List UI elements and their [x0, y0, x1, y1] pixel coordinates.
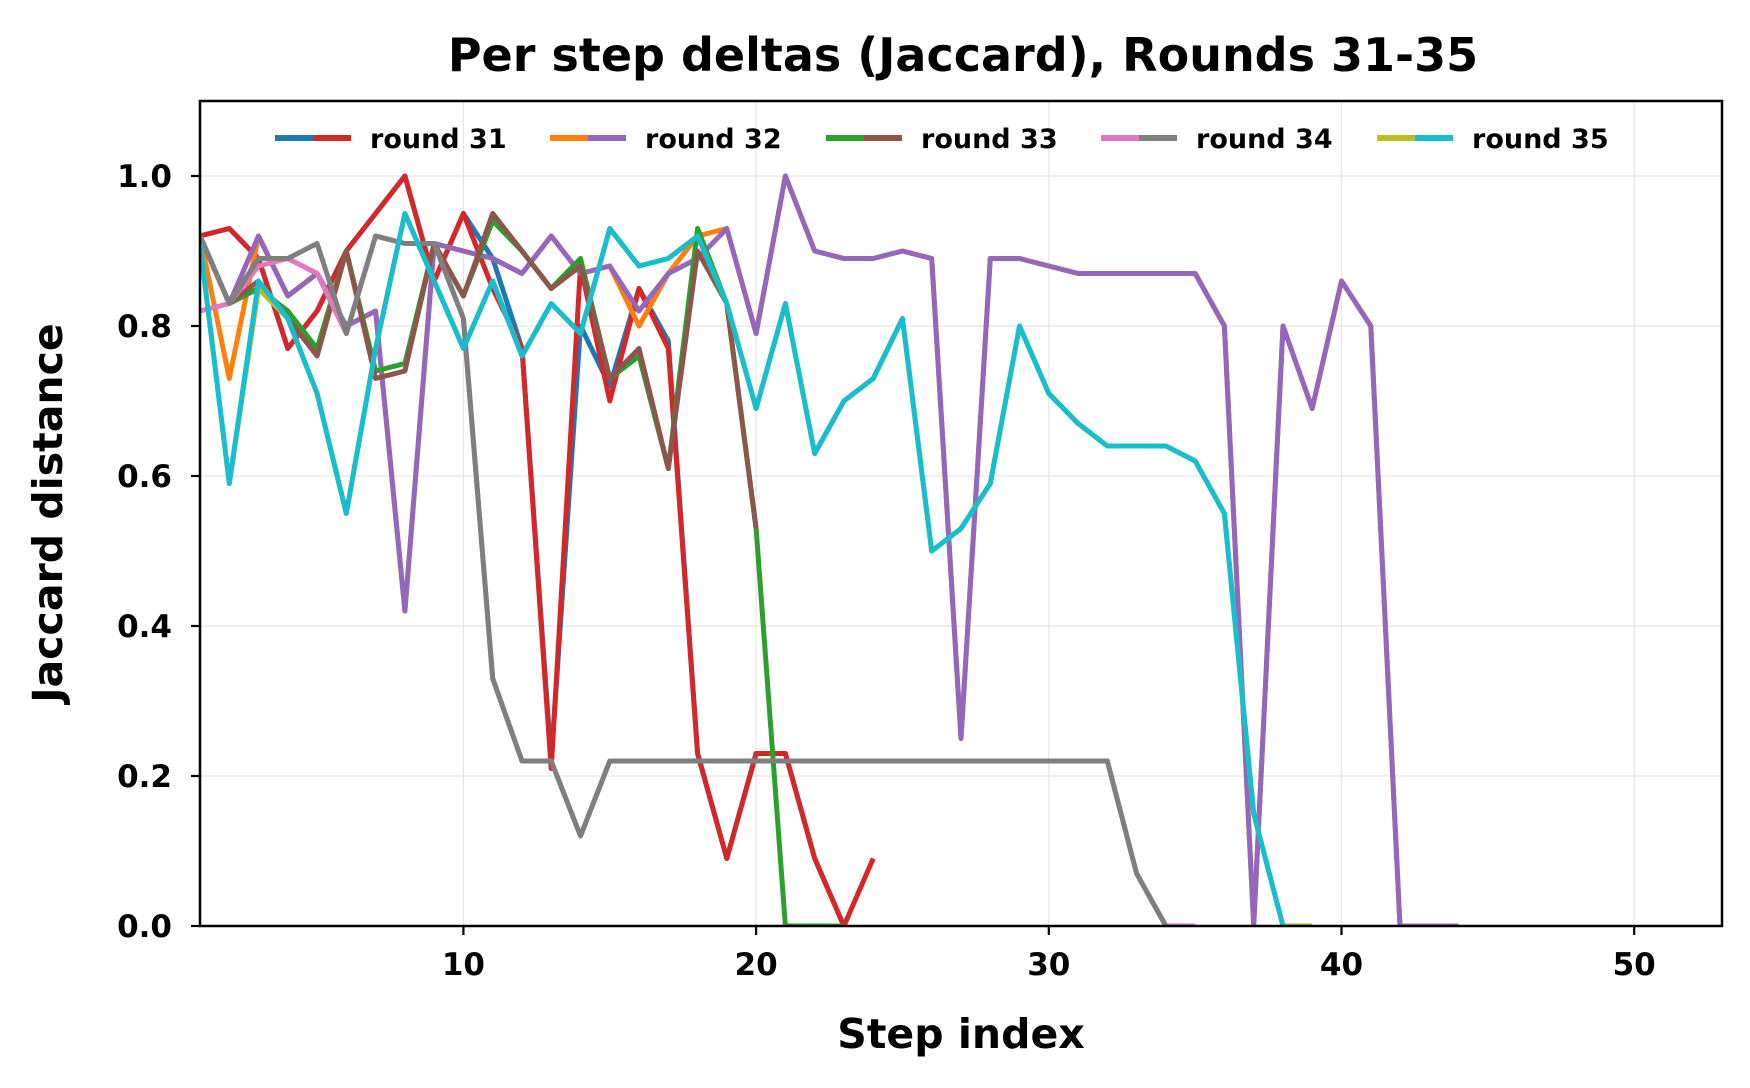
series-line-10 [200, 211, 1286, 926]
x-axis-label: Step index [837, 1010, 1084, 1058]
x-tick-label: 30 [1027, 947, 1070, 983]
legend-label: round 34 [1196, 124, 1333, 155]
plot-area [200, 101, 1722, 926]
y-tick-label: 1.0 [117, 159, 172, 195]
legend-item: round 31 [275, 124, 507, 155]
x-tick-label: 20 [735, 947, 778, 983]
legend-label: round 31 [370, 124, 507, 155]
legend: round 31 round 32 round 33 round 34 round 35 [275, 124, 1609, 155]
chart-title: Per step deltas (Jaccard), Rounds 31-35 [448, 28, 1478, 82]
x-tick-label: 10 [442, 947, 485, 983]
legend-label: round 32 [645, 124, 782, 155]
y-tick-label: 0.2 [117, 759, 172, 795]
y-tick-label: 0.8 [117, 309, 172, 345]
legend-item: round 32 [550, 124, 782, 155]
x-tick-label: 40 [1320, 947, 1363, 983]
grid [200, 101, 1722, 927]
x-axis-ticks: 10 20 30 40 50 [442, 926, 1656, 983]
series-group [200, 173, 1459, 926]
y-axis-ticks: 0.0 0.2 0.4 0.6 0.8 1.0 [117, 159, 200, 945]
series-line-4 [200, 173, 1459, 926]
legend-item: round 33 [826, 124, 1058, 155]
series-line-8 [200, 233, 1169, 926]
y-tick-label: 0.0 [117, 909, 172, 945]
legend-item: round 35 [1377, 124, 1609, 155]
x-tick-label: 50 [1613, 947, 1656, 983]
legend-label: round 35 [1472, 124, 1609, 155]
plot-frame [198, 99, 1724, 928]
legend-label: round 33 [921, 124, 1058, 155]
series-line-2 [200, 173, 876, 926]
legend-item: round 34 [1101, 124, 1333, 155]
y-tick-label: 0.4 [117, 609, 172, 645]
y-axis-label: Jaccard distance [24, 323, 72, 705]
y-tick-label: 0.6 [117, 459, 172, 495]
